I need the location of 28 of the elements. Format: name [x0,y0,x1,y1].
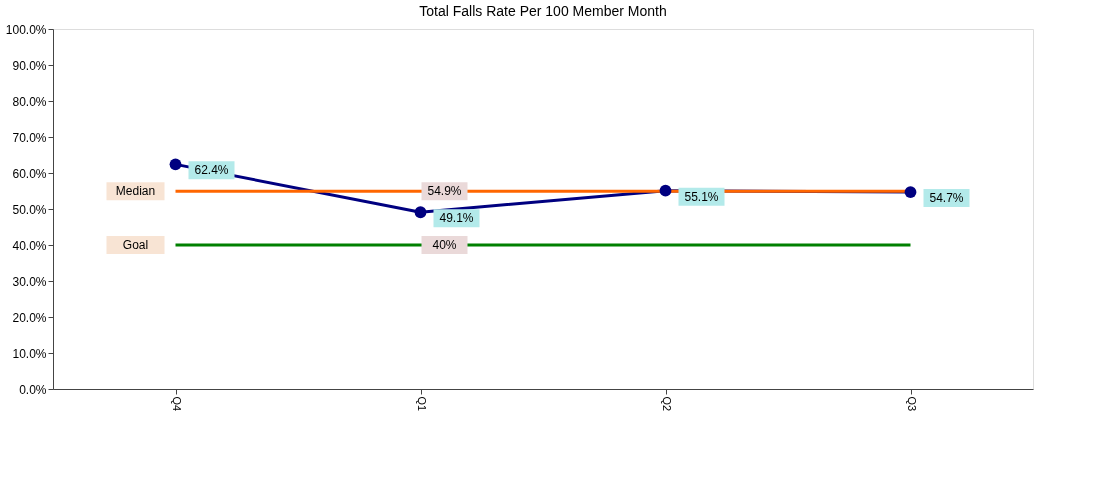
point [904,186,917,198]
point [414,206,427,219]
data-label: 62.4% [194,163,229,178]
data-label: 54.9% [427,184,462,199]
y-tick-label: 60.0% [12,166,47,181]
x-tick-label: Q4 [171,396,183,412]
chart-title: Total Falls Rate Per 100 Member Month [419,3,667,19]
y-tick-label: 90.0% [12,58,47,73]
data-label: 49.1% [439,211,474,226]
point [659,184,672,197]
x-tick-label: Q3 [906,396,918,412]
y-tick-label: 70.0% [12,130,47,145]
y-tick-label: 30.0% [12,274,47,289]
data-label: 54.7% [929,191,964,206]
y-tick-label: 20.0% [12,310,47,325]
y-tick-label: 0.0% [19,382,47,397]
series-label: Median [115,184,156,199]
y-tick-label: 40.0% [12,238,47,253]
data-label: 40% [432,238,457,252]
y-tick-label: 10.0% [12,346,47,361]
y-tick-label: 100.0% [5,22,47,37]
point [169,158,182,171]
y-tick-label: 80.0% [12,94,47,109]
text: Goal [122,238,149,252]
x-tick-label: Q2 [661,396,673,412]
x-tick-label: Q1 [416,396,428,412]
y-tick-label: 50.0% [12,202,47,217]
data-label: 55.1% [684,189,719,204]
